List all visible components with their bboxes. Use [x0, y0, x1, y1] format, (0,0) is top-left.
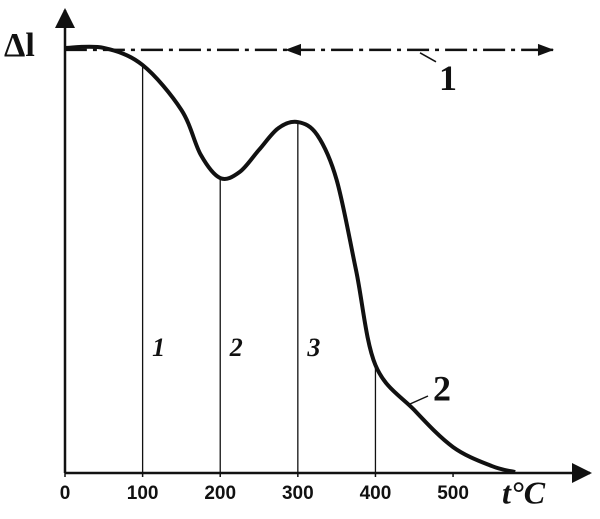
- legend-label: 2: [433, 368, 451, 408]
- legend-label: 1: [439, 58, 457, 98]
- x-tick-label: 400: [360, 483, 392, 504]
- x-tick-label: 500: [437, 483, 469, 504]
- y-axis-label: Δl: [4, 27, 35, 64]
- x-tick-label: 200: [204, 483, 236, 504]
- marker-label: 3: [306, 333, 320, 362]
- x-axis-label: t°C: [502, 474, 546, 510]
- x-tick-label: 300: [282, 483, 314, 504]
- marker-label: 2: [229, 333, 243, 362]
- series-line: [64, 44, 516, 475]
- arrow-head: [537, 43, 554, 56]
- leader: [409, 395, 429, 405]
- x-tick-label: 100: [127, 483, 159, 504]
- arrow-head: [285, 43, 301, 56]
- x-tick-label: 0: [60, 483, 71, 504]
- leader: [419, 52, 437, 63]
- marker-label: 1: [152, 333, 165, 362]
